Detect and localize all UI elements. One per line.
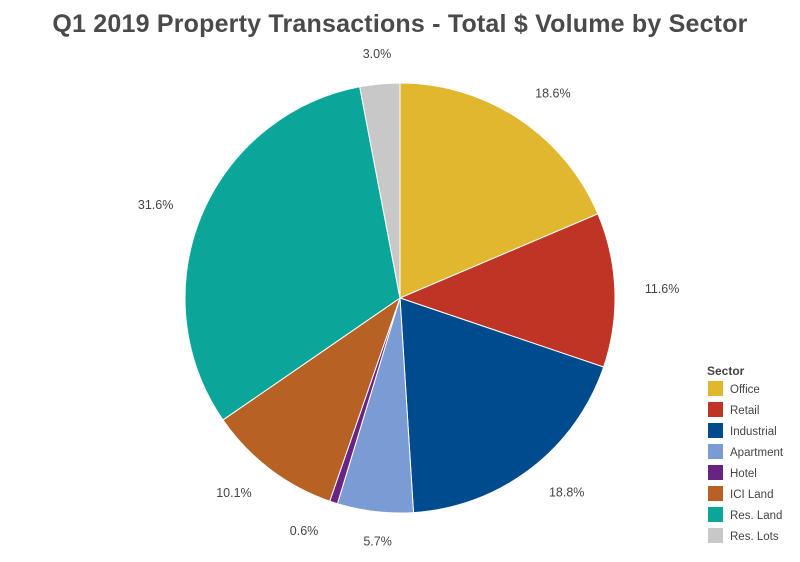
legend-label-retail: Retail — [730, 405, 759, 417]
legend-swatch-res-land — [708, 507, 723, 522]
legend-swatch-retail — [708, 402, 723, 417]
slice-label-industrial: 18.8% — [549, 486, 584, 500]
legend-label-hotel: Hotel — [730, 468, 757, 480]
slice-label-retail: 11.6% — [645, 282, 680, 296]
pie-slices — [184, 82, 616, 514]
slice-label-res-lots: 3.0% — [363, 47, 392, 61]
legend-swatch-res-lots — [708, 528, 723, 543]
legend-swatch-ici-land — [708, 486, 723, 501]
legend-label-res-lots: Res. Lots — [730, 531, 779, 543]
legend-label-industrial: Industrial — [730, 426, 777, 438]
legend-label-res-land: Res. Land — [730, 510, 782, 522]
pie-slice-ici-land — [222, 296, 401, 502]
legend-label-ici-land: ICI Land — [730, 489, 773, 501]
slice-label-apartment: 5.7% — [363, 534, 392, 548]
slice-label-ici-land: 10.1% — [216, 486, 251, 500]
chart-title: Q1 2019 Property Transactions - Total $ … — [52, 10, 748, 38]
slice-label-office: 18.6% — [535, 87, 570, 101]
legend-swatch-hotel — [708, 465, 723, 480]
pie-slice-res-lots — [359, 82, 401, 299]
pie-slice-res-land — [184, 86, 401, 421]
legend: Sector Office Retail Industrial Apartment Ho… — [707, 364, 784, 543]
legend-swatch-industrial — [708, 423, 723, 438]
legend-label-office: Office — [730, 384, 760, 396]
pie-labels: 18.6% 11.6% 18.8% 5.7% 0.6% 10.1% 31.6% 3.0% — [138, 47, 679, 548]
pie-slice-office — [399, 82, 599, 299]
pie-slice-retail — [398, 213, 616, 368]
pie-slice-industrial — [399, 297, 605, 514]
slice-label-res-land: 31.6% — [138, 198, 173, 212]
slice-label-hotel: 0.6% — [290, 524, 319, 538]
legend-label-apartment: Apartment — [730, 447, 784, 459]
legend-title: Sector — [707, 364, 745, 378]
legend-swatch-office — [708, 381, 723, 396]
legend-swatch-apartment — [708, 444, 723, 459]
